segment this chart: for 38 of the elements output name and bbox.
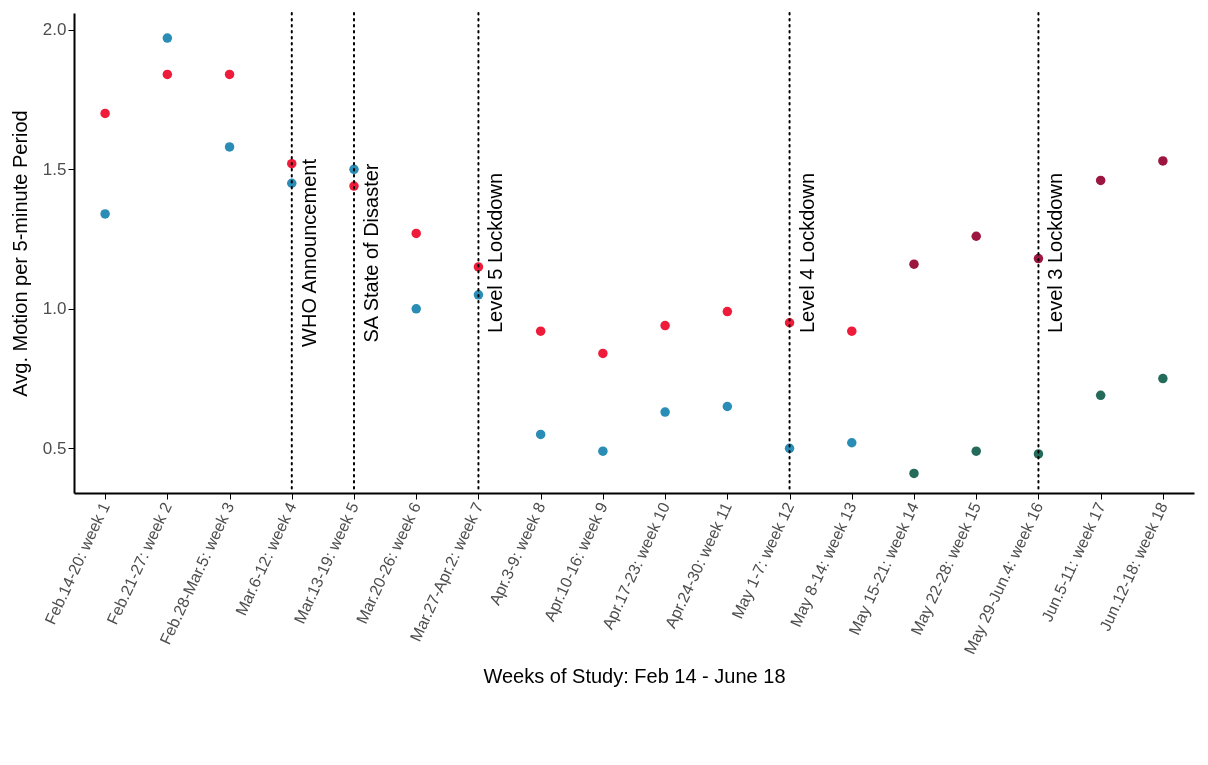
point — [1158, 156, 1168, 166]
point — [909, 468, 919, 479]
point — [100, 209, 110, 219]
point — [535, 326, 546, 336]
point — [847, 438, 857, 448]
y-axis-title: Avg. Motion per 5-minute Period — [8, 110, 31, 397]
point — [162, 33, 173, 43]
ref-line-label: SA State of Disaster — [360, 163, 382, 343]
y-tick-label: 1.5 — [42, 159, 67, 179]
point — [1158, 373, 1168, 384]
y-tick-label: 0.5 — [42, 438, 67, 458]
point — [598, 446, 608, 456]
point — [100, 108, 110, 119]
point — [1095, 390, 1106, 401]
point — [162, 69, 173, 80]
point — [224, 142, 235, 152]
point — [411, 228, 421, 239]
point — [909, 259, 919, 269]
point — [660, 320, 670, 331]
point — [535, 429, 546, 440]
point — [660, 407, 670, 417]
ref-line-label: WHO Announcement — [297, 158, 320, 347]
point — [971, 231, 981, 241]
point — [411, 304, 421, 314]
point — [224, 69, 235, 80]
point — [349, 164, 359, 175]
point — [1095, 175, 1106, 186]
y-tick-label: 2.0 — [42, 20, 67, 40]
point — [722, 306, 733, 317]
y-tick-label: 1.0 — [42, 299, 67, 319]
ref-line-label: Level 3 Lockdown — [1044, 172, 1067, 334]
point — [847, 326, 857, 336]
ref-line-label: Level 4 Lockdown — [795, 172, 818, 334]
x-axis-title: Weeks of Study: Feb 14 - June 18 — [483, 664, 786, 687]
point — [598, 348, 608, 359]
point — [971, 446, 981, 456]
point — [722, 401, 733, 412]
ref-line-label: Level 5 Lockdown — [484, 172, 507, 334]
